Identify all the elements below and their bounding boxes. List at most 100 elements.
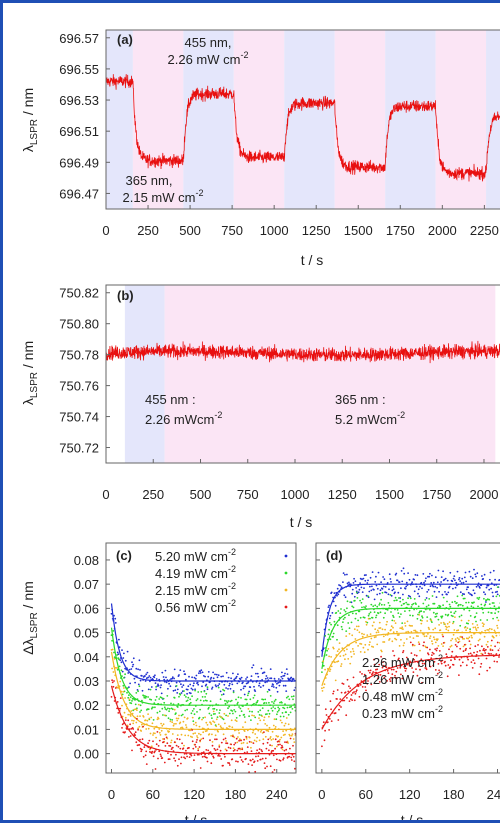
data-point: [262, 742, 265, 745]
data-point: [429, 572, 431, 575]
data-point: [292, 738, 295, 740]
data-point: [442, 635, 444, 638]
data-point: [399, 597, 402, 599]
data-point: [171, 677, 174, 680]
data-point: [390, 668, 393, 671]
data-point: [162, 723, 165, 726]
data-point: [378, 663, 381, 666]
data-point: [204, 675, 207, 678]
data-point: [253, 714, 255, 717]
data-point: [227, 746, 230, 749]
data-point: [211, 717, 213, 719]
data-point: [422, 573, 425, 575]
data-point: [276, 713, 278, 716]
data-point: [392, 616, 395, 618]
data-point: [222, 675, 224, 678]
data-point: [165, 733, 167, 736]
data-point: [195, 724, 198, 727]
data-point: [194, 732, 197, 734]
data-point: [446, 600, 448, 603]
data-point: [461, 604, 464, 607]
data-point: [124, 719, 127, 721]
data-point: [398, 616, 401, 618]
data-point: [435, 649, 438, 652]
data-point: [468, 640, 471, 642]
data-point: [121, 649, 123, 651]
fit-curve: [110, 603, 296, 682]
data-point: [484, 629, 487, 632]
data-point: [384, 628, 386, 631]
data-point: [152, 740, 154, 743]
data-point: [120, 661, 123, 664]
data-point: [148, 717, 151, 720]
x-tick-label: 0: [108, 787, 115, 802]
data-point: [168, 758, 171, 760]
data-point: [333, 592, 336, 594]
data-point: [481, 645, 483, 648]
data-point: [425, 608, 427, 611]
data-point: [420, 581, 423, 584]
data-point: [246, 742, 249, 744]
data-point: [359, 599, 361, 602]
data-point: [129, 682, 131, 685]
data-point: [118, 638, 120, 641]
data-point: [153, 727, 156, 730]
data-point: [139, 711, 141, 713]
data-point: [246, 746, 249, 748]
data-point: [230, 677, 233, 680]
data-point: [348, 685, 350, 688]
data-point: [346, 582, 349, 585]
data-point: [431, 654, 433, 656]
data-point: [405, 638, 408, 640]
data-point: [116, 651, 119, 654]
data-point: [126, 687, 129, 690]
data-point: [488, 588, 491, 591]
data-point: [237, 736, 239, 738]
data-point: [322, 721, 325, 724]
data-point: [472, 626, 475, 629]
data-point: [292, 744, 294, 747]
data-point: [462, 581, 465, 584]
annotation-455nm-b: 455 nm :: [145, 392, 196, 407]
data-point: [199, 708, 202, 711]
data-point: [417, 635, 419, 637]
data-point: [159, 753, 162, 756]
data-point: [431, 640, 433, 643]
data-point: [281, 701, 283, 704]
data-point: [158, 728, 161, 730]
data-point: [453, 612, 456, 615]
data-point: [434, 576, 437, 579]
data-point: [149, 688, 152, 691]
data-point: [188, 747, 190, 749]
data-point: [281, 721, 283, 724]
data-point: [183, 756, 185, 759]
data-point: [293, 760, 296, 763]
data-point: [419, 585, 421, 588]
data-point: [471, 602, 474, 604]
data-point: [244, 721, 247, 724]
data-point: [344, 653, 347, 656]
data-point: [191, 676, 194, 679]
data-point: [138, 744, 141, 746]
data-point: [454, 658, 456, 661]
data-point: [290, 759, 293, 761]
data-point: [486, 640, 489, 643]
data-point: [123, 711, 126, 714]
data-point: [254, 690, 257, 692]
data-point: [201, 671, 204, 674]
data-point: [342, 654, 345, 657]
data-point: [433, 590, 436, 593]
data-point: [400, 673, 402, 676]
data-point: [279, 738, 281, 741]
data-point: [269, 677, 271, 680]
data-point: [333, 620, 336, 623]
data-point: [239, 707, 242, 710]
data-point: [342, 581, 344, 583]
data-point: [284, 672, 286, 675]
data-point: [268, 749, 270, 752]
data-point: [423, 635, 426, 638]
data-point: [373, 611, 376, 613]
data-point: [193, 754, 196, 756]
data-point: [252, 742, 255, 744]
plot-frame-c: [105, 542, 297, 774]
